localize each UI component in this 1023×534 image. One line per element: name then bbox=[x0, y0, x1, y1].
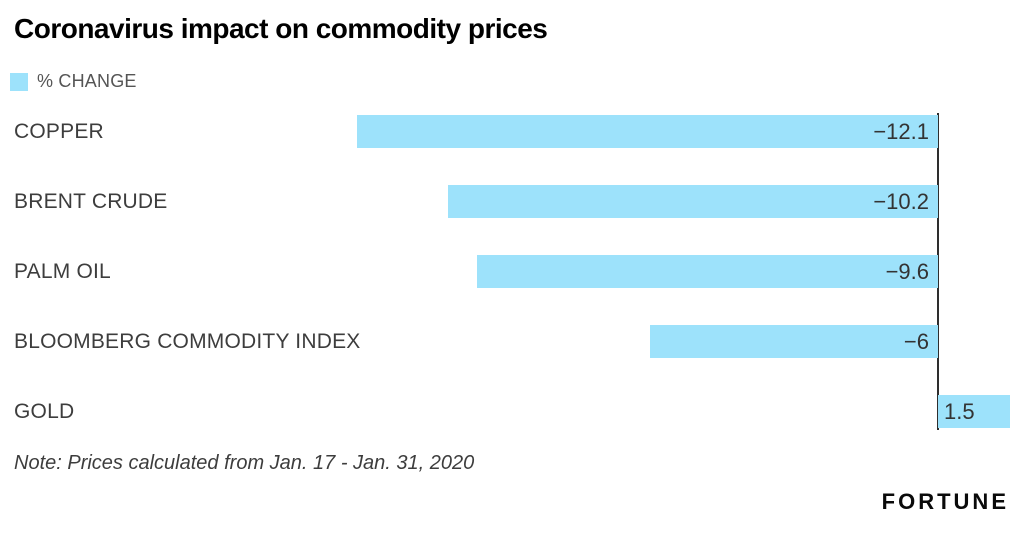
bar bbox=[357, 115, 938, 148]
value-label: −12.1 bbox=[873, 118, 929, 144]
value-label: −10.2 bbox=[873, 188, 929, 214]
legend: % CHANGE bbox=[10, 71, 137, 92]
chart-title: Coronavirus impact on commodity prices bbox=[14, 13, 548, 44]
value-label: −6 bbox=[903, 328, 929, 354]
footnote: Note: Prices calculated from Jan. 17 - J… bbox=[14, 452, 475, 474]
bar bbox=[650, 325, 938, 358]
bar bbox=[448, 185, 938, 218]
category-label: BLOOMBERG COMMODITY INDEX bbox=[14, 329, 361, 353]
category-label: BRENT CRUDE bbox=[14, 189, 168, 213]
value-label: 1.5 bbox=[944, 398, 975, 424]
bar bbox=[938, 395, 1010, 428]
legend-label: % CHANGE bbox=[37, 71, 137, 91]
category-label: PALM OIL bbox=[14, 259, 111, 283]
value-label: −9.6 bbox=[885, 258, 929, 284]
fortune-logo: FORTUNE bbox=[881, 489, 1009, 514]
bar bbox=[477, 255, 938, 288]
category-label: GOLD bbox=[14, 399, 75, 423]
zero-axis-line bbox=[937, 113, 939, 430]
legend-swatch-icon bbox=[10, 72, 28, 91]
category-label: COPPER bbox=[14, 119, 104, 143]
